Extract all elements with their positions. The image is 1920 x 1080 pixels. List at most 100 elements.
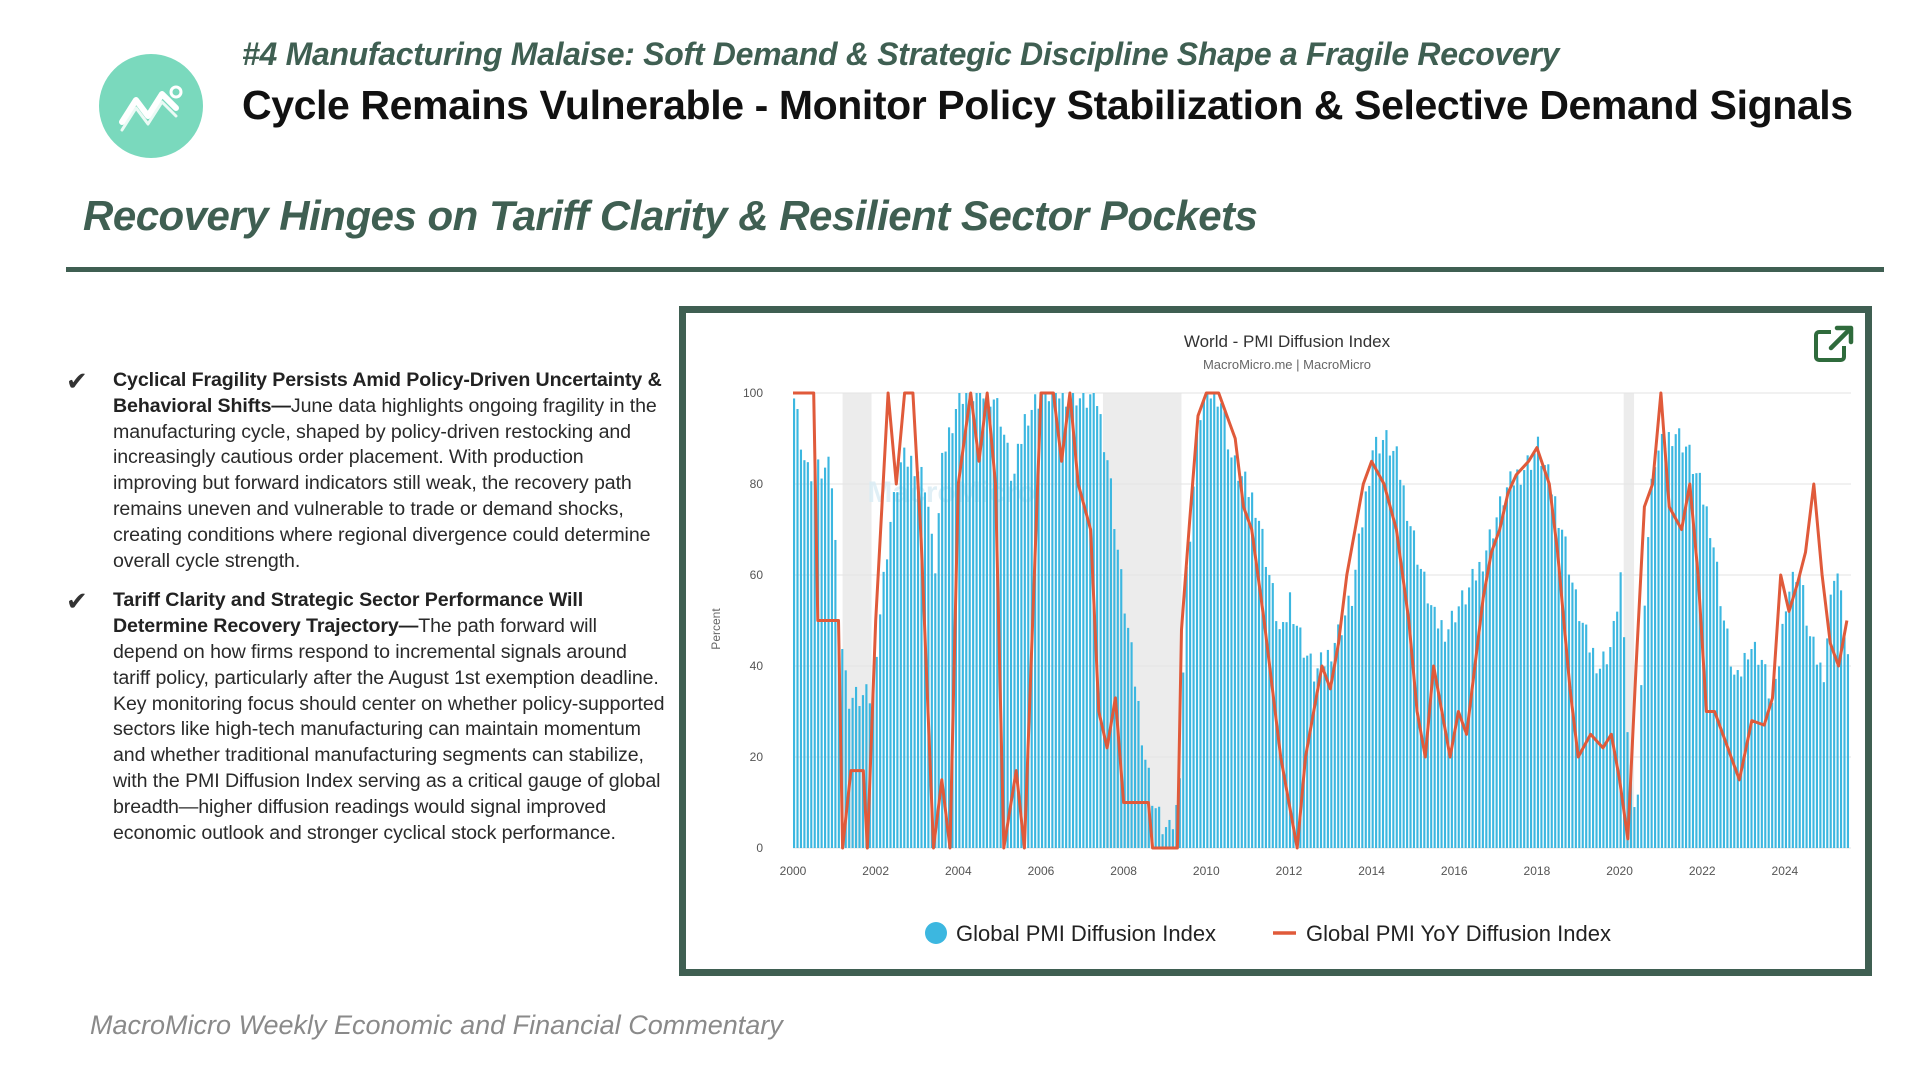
pmi-bar — [1757, 664, 1760, 848]
pmi-bar — [1564, 536, 1567, 848]
list-item: ✔ Cyclical Fragility Persists Amid Polic… — [66, 368, 666, 574]
x-tick-label: 2004 — [945, 864, 972, 878]
pmi-bar — [1402, 485, 1405, 848]
checkmark-icon: ✔ — [66, 586, 88, 617]
pmi-bar — [1660, 433, 1664, 848]
pmi-bar — [1550, 494, 1553, 848]
pmi-bar — [1068, 395, 1071, 848]
pmi-bar — [803, 460, 806, 848]
pmi-bar — [930, 533, 933, 848]
pmi-bar — [1350, 605, 1354, 848]
trend-chart-icon — [119, 85, 183, 132]
pmi-bar — [1557, 527, 1560, 848]
x-tick-label: 2014 — [1358, 864, 1385, 878]
pmi-bar — [1171, 829, 1174, 848]
open-external-icon[interactable] — [1813, 323, 1855, 365]
pmi-bar — [1089, 394, 1092, 848]
pmi-bar — [817, 459, 820, 848]
pmi-bar — [1164, 827, 1168, 848]
pmi-bar — [1536, 436, 1540, 848]
pmi-bar — [1309, 653, 1312, 848]
pmi-bar — [1013, 473, 1016, 848]
pmi-bar — [910, 455, 913, 848]
pmi-bar — [1771, 702, 1774, 848]
pmi-bar — [1471, 568, 1474, 848]
pmi-bar — [1285, 622, 1288, 848]
pmi-bar — [1240, 476, 1243, 848]
y-tick-label: 0 — [756, 841, 763, 855]
pmi-bar — [1530, 469, 1533, 848]
pmi-bar — [1609, 647, 1612, 848]
pmi-bar — [844, 670, 847, 848]
pmi-bar — [1815, 664, 1819, 848]
x-tick-label: 2016 — [1441, 864, 1468, 878]
yoy-diffusion-line — [793, 391, 1849, 850]
pmi-bar — [1040, 393, 1044, 848]
pmi-bar — [1478, 561, 1481, 848]
pmi-bar — [1075, 405, 1078, 848]
pmi-bar — [1313, 681, 1316, 848]
pmi-bar — [1791, 571, 1794, 848]
pmi-bar — [1664, 448, 1667, 848]
pmi-bar — [1006, 442, 1009, 848]
pmi-bar — [1154, 808, 1157, 848]
bullet-text: Cyclical Fragility Persists Amid Policy-… — [113, 368, 666, 574]
pmi-bar — [1812, 636, 1815, 848]
pmi-bar — [1430, 605, 1433, 848]
pmi-bar — [1777, 666, 1781, 848]
pmi-bar — [1578, 621, 1581, 848]
pmi-bar — [1688, 444, 1691, 848]
pmi-bar — [872, 683, 875, 848]
pmi-bar — [1781, 623, 1784, 848]
pmi-bar — [985, 393, 988, 848]
pmi-bar — [1443, 641, 1447, 848]
pmi-bar — [972, 401, 975, 848]
pmi-bar — [1629, 765, 1633, 848]
pmi-bar — [1643, 605, 1646, 848]
bullet-heading: Tariff Clarity and Strategic Sector Perf… — [113, 589, 584, 638]
pmi-bar — [1488, 529, 1491, 848]
pmi-bar — [1168, 819, 1171, 848]
pmi-bar — [1185, 566, 1188, 848]
pmi-bar — [1447, 629, 1450, 848]
bullet-separator: — — [271, 394, 291, 417]
legend-marker-bars — [925, 922, 947, 944]
pmi-bar — [1492, 538, 1495, 848]
y-tick-label: 80 — [750, 477, 764, 491]
pmi-bar — [1502, 505, 1505, 848]
pmi-bar — [1292, 624, 1295, 848]
bullet-body: June data highlights ongoing fragility i… — [113, 394, 657, 572]
pmi-bar — [1264, 566, 1267, 848]
pmi-bar — [1474, 580, 1478, 848]
pmi-bar — [1753, 641, 1757, 848]
pmi-bar — [1009, 480, 1013, 848]
pmi-bar — [882, 571, 885, 848]
pmi-bar — [1750, 649, 1753, 848]
section-divider — [66, 267, 1884, 272]
x-tick-label: 2018 — [1524, 864, 1551, 878]
pmi-bar — [899, 462, 902, 848]
pmi-bar — [1195, 431, 1199, 848]
pmi-bar — [1433, 606, 1436, 848]
pmi-bar — [913, 476, 916, 848]
pmi-bar — [1795, 582, 1798, 848]
pmi-bar — [1082, 393, 1085, 848]
pmi-bar — [1616, 611, 1619, 848]
x-tick-label: 2008 — [1110, 864, 1137, 878]
pmi-bar — [858, 706, 861, 848]
pmi-bar — [1633, 807, 1636, 848]
pmi-bar — [1120, 569, 1123, 848]
x-tick-label: 2012 — [1276, 864, 1303, 878]
y-tick-label: 40 — [750, 659, 764, 673]
pmi-bar — [1736, 670, 1739, 848]
pmi-bar — [820, 478, 823, 848]
pmi-bar — [885, 559, 889, 848]
bullet-separator: — — [398, 615, 419, 638]
pmi-bar — [1764, 664, 1767, 848]
pmi-bar — [1213, 393, 1216, 848]
pmi-bar — [1375, 436, 1378, 848]
pmi-bar — [1684, 446, 1688, 848]
pmi-bar — [1464, 604, 1467, 848]
pmi-bar — [1330, 661, 1333, 848]
pmi-bar — [934, 573, 937, 848]
